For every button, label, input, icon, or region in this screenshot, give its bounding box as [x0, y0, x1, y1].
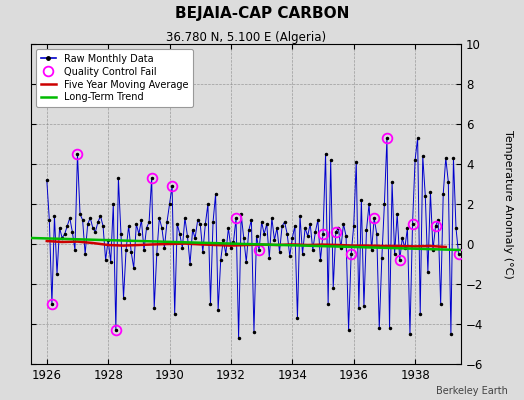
Y-axis label: Temperature Anomaly (°C): Temperature Anomaly (°C)	[503, 130, 513, 278]
Legend: Raw Monthly Data, Quality Control Fail, Five Year Moving Average, Long-Term Tren: Raw Monthly Data, Quality Control Fail, …	[36, 49, 193, 107]
Title: 36.780 N, 5.100 E (Algeria): 36.780 N, 5.100 E (Algeria)	[166, 31, 326, 44]
Text: BEJAIA-CAP CARBON: BEJAIA-CAP CARBON	[175, 6, 349, 21]
Text: Berkeley Earth: Berkeley Earth	[436, 386, 508, 396]
